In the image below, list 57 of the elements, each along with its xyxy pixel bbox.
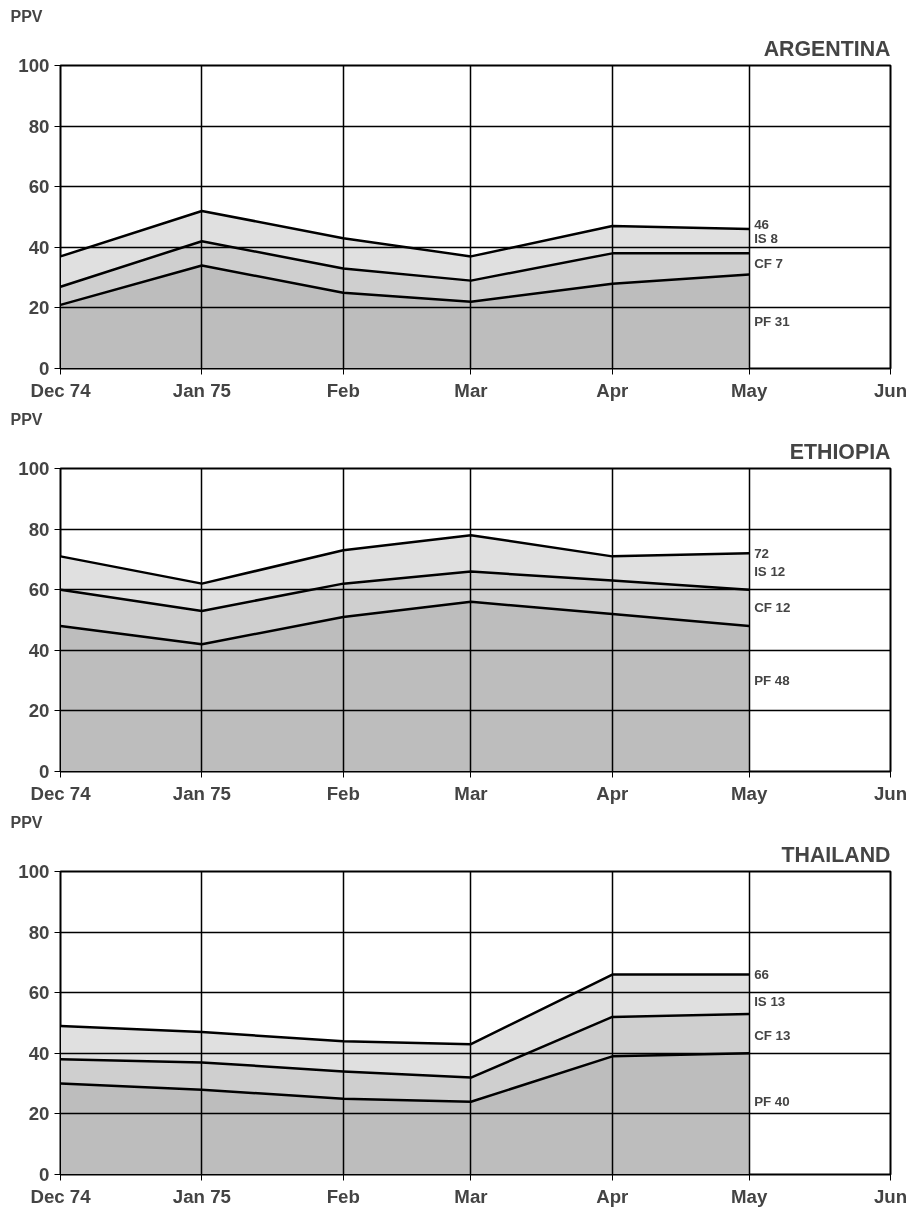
y-tick-label: 20 — [28, 1103, 50, 1125]
y-tick-label: 20 — [28, 700, 50, 722]
y-tick-label: 60 — [28, 176, 50, 198]
annotation: 72 — [754, 545, 769, 561]
x-tick-label: Feb — [326, 1185, 360, 1207]
x-tick-label: Mar — [454, 379, 488, 401]
chart-title: THAILAND — [781, 842, 891, 867]
x-tick-label: Jun — [873, 782, 908, 804]
y-tick-label: 80 — [28, 518, 50, 540]
y-axis-title: PPV — [10, 7, 43, 25]
x-tick-label: Jan 75 — [172, 782, 231, 804]
x-tick-label: Jun — [873, 1185, 908, 1207]
chart-title: ARGENTINA — [763, 36, 891, 61]
y-tick-label: 60 — [28, 982, 50, 1004]
x-tick-label: May — [730, 379, 768, 401]
y-tick-label: 80 — [28, 921, 50, 943]
x-tick-label: Apr — [596, 782, 629, 804]
x-tick-label: Jan 75 — [172, 379, 231, 401]
x-tick-label: Feb — [326, 782, 360, 804]
y-tick-label: 100 — [18, 55, 50, 76]
y-tick-label: 0 — [39, 761, 50, 782]
x-tick-label: Dec 74 — [30, 782, 92, 804]
y-tick-label: 60 — [28, 579, 50, 601]
y-tick-label: 100 — [18, 458, 50, 479]
x-tick-label: Feb — [326, 379, 360, 401]
annotation: 66 — [754, 967, 769, 983]
y-tick-label: 20 — [28, 297, 50, 319]
x-tick-label: Apr — [596, 379, 629, 401]
y-tick-label: 40 — [28, 236, 50, 258]
annotation: PF 31 — [754, 314, 791, 330]
annotation: IS 8 — [754, 230, 778, 246]
annotation: IS 13 — [754, 994, 786, 1010]
y-tick-label: 100 — [18, 861, 50, 882]
x-tick-label: Dec 74 — [30, 1185, 92, 1207]
x-tick-label: Jan 75 — [172, 1185, 231, 1207]
x-tick-label: May — [730, 1185, 768, 1207]
annotation: PF 40 — [754, 1094, 790, 1110]
annotation: PF 48 — [754, 673, 790, 689]
chart-title: ETHIOPIA — [789, 439, 891, 464]
y-tick-label: 0 — [39, 358, 50, 379]
annotation: 46 — [754, 217, 769, 233]
annotation: CF 12 — [754, 600, 791, 616]
y-axis-title: PPV — [10, 410, 43, 428]
x-tick-label: Apr — [596, 1185, 629, 1207]
y-axis-title: PPV — [10, 813, 43, 831]
x-tick-label: Mar — [454, 1185, 488, 1207]
annotation: CF 7 — [754, 256, 784, 272]
x-tick-label: Jun — [873, 379, 908, 401]
x-tick-label: Mar — [454, 782, 488, 804]
x-tick-label: Dec 74 — [30, 379, 92, 401]
annotation: IS 12 — [754, 564, 786, 580]
y-tick-label: 0 — [39, 1164, 50, 1185]
y-tick-label: 80 — [28, 115, 50, 137]
x-tick-label: May — [730, 782, 768, 804]
annotation: CF 13 — [754, 1027, 791, 1043]
y-tick-label: 40 — [28, 1042, 50, 1064]
y-tick-label: 40 — [28, 639, 50, 661]
